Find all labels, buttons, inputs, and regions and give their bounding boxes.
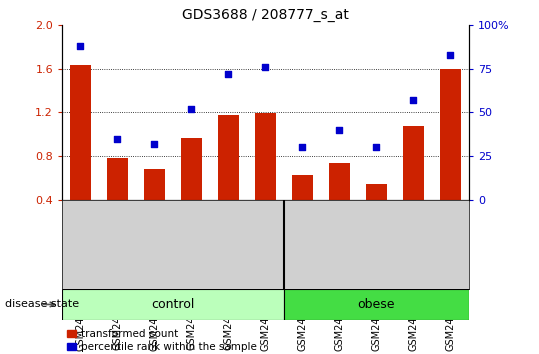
Bar xyxy=(107,158,128,200)
Point xyxy=(298,144,307,150)
Point xyxy=(76,43,85,48)
Point xyxy=(187,106,196,112)
Bar xyxy=(284,289,469,320)
Bar xyxy=(70,65,91,200)
Bar xyxy=(440,69,461,200)
Point xyxy=(113,136,122,142)
Title: GDS3688 / 208777_s_at: GDS3688 / 208777_s_at xyxy=(182,8,349,22)
Text: disease state: disease state xyxy=(5,299,80,309)
Text: obese: obese xyxy=(358,298,395,311)
Point xyxy=(150,141,159,147)
Point xyxy=(224,71,233,77)
Point xyxy=(335,127,344,133)
Point xyxy=(446,52,455,57)
Point xyxy=(261,64,270,70)
Legend: transformed count, percentile rank within the sample: transformed count, percentile rank withi… xyxy=(67,329,257,352)
Bar xyxy=(292,175,313,200)
Bar xyxy=(367,184,386,200)
Bar xyxy=(218,115,239,200)
Bar xyxy=(62,289,284,320)
Text: control: control xyxy=(151,298,195,311)
Bar xyxy=(144,169,164,200)
Bar xyxy=(255,114,275,200)
Bar xyxy=(329,163,350,200)
Point xyxy=(409,97,418,103)
Point xyxy=(372,144,381,150)
Bar xyxy=(403,126,424,200)
Bar xyxy=(181,138,202,200)
